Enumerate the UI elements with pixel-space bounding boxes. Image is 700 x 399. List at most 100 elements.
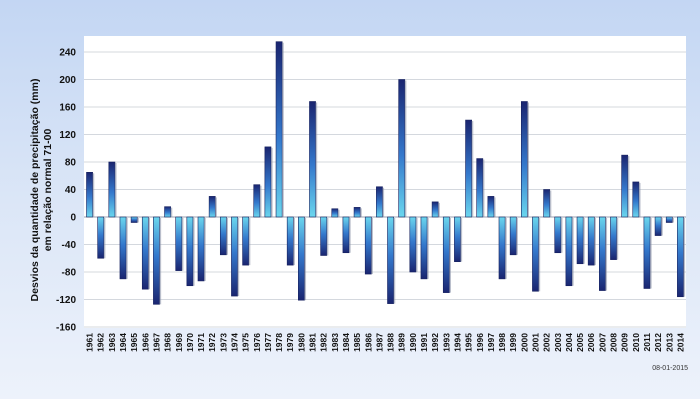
bar-shadow xyxy=(204,218,206,281)
bar-shadow xyxy=(661,218,663,236)
y-axis-label-line2: em relação normal 71-00 xyxy=(42,129,54,252)
bar-1969 xyxy=(175,216,183,271)
x-tick-label: 1984 xyxy=(341,333,351,352)
x-tick-label: 1990 xyxy=(408,333,418,352)
bar-1992 xyxy=(431,201,439,218)
bar-2004 xyxy=(565,216,573,287)
x-tick-label: 1961 xyxy=(85,333,95,352)
bar-shadow xyxy=(126,218,128,279)
x-tick-label: 1997 xyxy=(486,333,496,352)
x-tick-label: 1992 xyxy=(430,333,440,352)
bar-shadow xyxy=(683,218,686,297)
x-tick-label: 1972 xyxy=(207,333,217,352)
bar-1976 xyxy=(253,184,261,218)
bar-shadow xyxy=(560,218,563,253)
bar-1985 xyxy=(353,207,361,218)
bar-shadow xyxy=(103,218,106,259)
bar-2008 xyxy=(610,216,617,260)
bar-shadow xyxy=(493,197,496,217)
y-tick-label: 120 xyxy=(59,130,76,141)
x-tick-label: 2009 xyxy=(620,333,630,352)
bar-shadow xyxy=(449,218,451,293)
bar-shadow xyxy=(159,218,162,305)
x-tick-label: 1971 xyxy=(196,333,206,352)
x-tick-label: 1991 xyxy=(419,333,429,352)
x-tick-label: 1987 xyxy=(374,333,384,352)
bar-shadow xyxy=(627,156,630,217)
bar-1990 xyxy=(409,216,417,273)
bar-shadow xyxy=(404,80,407,217)
bar-1963 xyxy=(108,161,116,218)
bar-2000 xyxy=(520,101,528,218)
bar-2013 xyxy=(665,216,673,223)
bar-1991 xyxy=(420,216,428,280)
bar-shadow xyxy=(460,218,463,262)
bar-shadow xyxy=(92,173,95,217)
x-tick-label: 1966 xyxy=(140,333,150,352)
x-tick-label: 1995 xyxy=(464,333,474,352)
x-tick-label: 2004 xyxy=(564,333,574,352)
x-tick-label: 1983 xyxy=(330,333,340,352)
x-tick-label: 1986 xyxy=(363,333,373,352)
x-tick-label: 1977 xyxy=(263,333,273,352)
bar-shadow xyxy=(215,197,217,217)
x-tick-label: 1965 xyxy=(129,333,139,352)
y-tick-label: -160 xyxy=(56,323,76,334)
bar-1989 xyxy=(398,79,406,218)
bar-1995 xyxy=(465,119,472,218)
y-tick-label: 240 xyxy=(59,48,76,59)
x-tick-label: 2005 xyxy=(575,333,585,352)
bar-shadow xyxy=(516,218,518,255)
bar-1975 xyxy=(242,216,250,266)
bar-2011 xyxy=(643,216,651,289)
bar-2001 xyxy=(532,216,539,292)
x-tick-label: 1979 xyxy=(285,333,295,352)
bar-shadow xyxy=(271,147,273,217)
bar-1966 xyxy=(141,216,149,290)
bar-1967 xyxy=(153,216,160,305)
x-tick-label: 1982 xyxy=(319,333,329,352)
x-tick-label: 2006 xyxy=(586,333,596,352)
footer-date: 08-01-2015 xyxy=(652,365,688,372)
x-tick-label: 1999 xyxy=(508,333,518,352)
bar-1987 xyxy=(376,186,383,218)
bar-1996 xyxy=(476,158,484,218)
bar-2014 xyxy=(677,216,684,298)
bar-1993 xyxy=(442,216,450,293)
x-tick-label: 1973 xyxy=(218,333,228,352)
bar-1977 xyxy=(264,146,272,218)
bar-shadow xyxy=(337,209,340,217)
y-tick-label: -40 xyxy=(62,240,77,251)
bar-2007 xyxy=(599,216,606,291)
bar-shadow xyxy=(393,218,396,304)
bar-1978 xyxy=(275,41,283,218)
bar-shadow xyxy=(415,218,418,272)
bar-1999 xyxy=(509,216,517,256)
x-tick-label: 1976 xyxy=(252,333,262,352)
bar-1961 xyxy=(86,172,93,218)
bar-1997 xyxy=(487,196,495,218)
bar-1971 xyxy=(197,216,205,282)
bar-1968 xyxy=(164,206,171,218)
bar-shadow xyxy=(583,218,585,264)
bar-1965 xyxy=(130,216,138,223)
y-tick-label: 0 xyxy=(70,213,76,224)
x-tick-label: 1962 xyxy=(96,333,106,352)
bar-shadow xyxy=(482,159,485,217)
x-tick-label: 2011 xyxy=(642,333,652,352)
y-tick-label: 160 xyxy=(59,103,76,114)
y-axis-label-line1: Desvios da quantidade de precipitação (m… xyxy=(29,79,41,302)
bar-1986 xyxy=(364,216,372,275)
bar-2010 xyxy=(632,181,640,218)
bar-shadow xyxy=(326,218,329,256)
bar-2005 xyxy=(576,216,584,265)
bar-shadow xyxy=(114,163,117,217)
bar-shadow xyxy=(438,202,440,217)
bar-shadow xyxy=(527,102,530,217)
bar-shadow xyxy=(259,185,262,217)
bar-shadow xyxy=(505,218,507,279)
x-tick-label: 1981 xyxy=(308,333,318,352)
bar-1984 xyxy=(342,216,350,254)
bar-shadow xyxy=(226,218,229,255)
bars xyxy=(86,41,686,305)
